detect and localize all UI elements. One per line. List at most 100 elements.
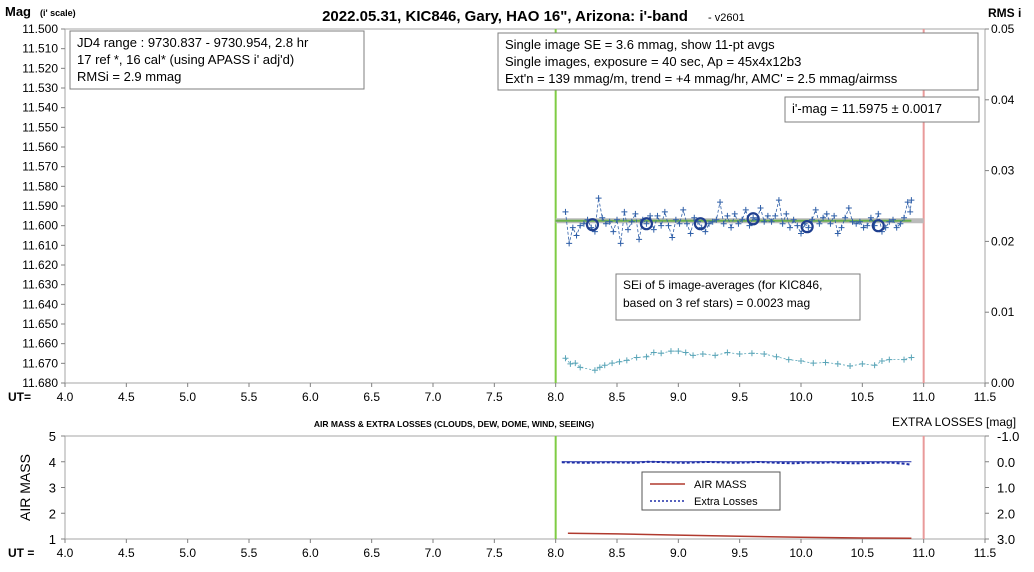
- rms-point: [623, 357, 630, 364]
- single-image-point: [842, 214, 849, 221]
- light-curve-panel: 11.500 11.510 11.520 11.530 11.540 11.550 11.5…: [5, 4, 1021, 404]
- rms-point: [616, 358, 623, 365]
- single-image-point: [742, 206, 749, 213]
- sei-box-frame: [615, 273, 861, 321]
- single-image-point: [628, 218, 635, 225]
- bottom-title: AIR MASS & EXTRA LOSSES (CLOUDS, DEW, DO…: [314, 419, 594, 429]
- bottom-y2-tick-label: 2.0: [997, 506, 1015, 521]
- rms-point: [724, 349, 731, 356]
- bottom-legend: AIR MASS Extra Losses: [641, 471, 781, 511]
- single-image-point: [621, 208, 628, 215]
- single-image-point: [886, 218, 893, 225]
- bottom-x-tick-label: 11.5: [974, 546, 997, 560]
- y-tick-label: 11.600: [22, 219, 58, 233]
- single-image-point: [702, 228, 709, 235]
- average-point: [746, 212, 760, 226]
- single-image-point: [768, 218, 775, 225]
- single-image-point: [820, 214, 827, 221]
- single-image-point: [728, 224, 735, 231]
- single-image-point: [864, 222, 871, 229]
- single-image-point: [750, 214, 757, 221]
- single-image-point: [761, 218, 768, 225]
- rms-point: [785, 356, 792, 363]
- x-tick-label: 8.0: [547, 390, 564, 404]
- y-tick-label: 11.620: [22, 258, 58, 272]
- rms-point: [699, 350, 706, 357]
- bottom-x-tick-label: 4.0: [57, 546, 74, 560]
- bottom-y-tick-label: 2: [49, 506, 56, 521]
- single-image-point: [875, 210, 882, 217]
- rms-point: [761, 350, 768, 357]
- single-image-point: [717, 199, 724, 206]
- x-tick-label: 8.5: [609, 390, 626, 404]
- info-box-left-frame: [69, 30, 365, 90]
- single-image-point: [907, 208, 914, 215]
- single-image-point: [901, 214, 908, 221]
- single-image-point: [827, 220, 834, 227]
- x-tick-label: 4.5: [118, 390, 135, 404]
- bottom-x-tick-label: 9.0: [670, 546, 687, 560]
- chart-title: 2022.05.31, KIC846, Gary, HAO 16", Arizo…: [322, 8, 688, 25]
- y-tick-label: 11.680: [22, 376, 58, 390]
- x-tick-label: 6.5: [363, 390, 380, 404]
- average-point: [585, 218, 600, 232]
- sei-box: SEi of 5 image-averages (for KIC846, base…: [615, 273, 861, 321]
- single-image-point: [831, 212, 838, 219]
- rms-point: [596, 364, 603, 371]
- y2-tick-label: 0.05: [991, 22, 1015, 36]
- bottom-y2-tick-label: 0.0: [997, 455, 1015, 470]
- y-tick-label: 11.500: [22, 22, 58, 36]
- single-image-point: [724, 212, 731, 219]
- sei-box-line: SEi of 5 image-averages (for KIC846,: [623, 278, 822, 292]
- x-tick-label: 4.0: [57, 390, 74, 404]
- y-tick-label: 11.530: [22, 81, 58, 95]
- single-image-point: [816, 220, 823, 227]
- single-image-point: [735, 220, 742, 227]
- single-image-point: [654, 212, 661, 219]
- single-image-point: [838, 224, 845, 231]
- rms-point: [908, 354, 915, 361]
- single-image-point: [669, 234, 676, 241]
- bottom-x-tick-label: 4.5: [118, 546, 135, 560]
- x-tick-label: 5.0: [179, 390, 196, 404]
- single-image-point: [602, 220, 609, 227]
- single-image-point: [720, 220, 727, 227]
- rms-point: [822, 359, 829, 366]
- x-tick-label: 10.0: [789, 390, 813, 404]
- single-image-point: [580, 220, 587, 227]
- single-image-point: [632, 210, 639, 217]
- mag-box: i'-mag = 11.5975 ± 0.0017: [784, 96, 980, 123]
- single-image-point: [610, 228, 617, 235]
- info-box-left-line: JD4 range : 9730.837 - 9730.954, 2.8 hr: [77, 35, 309, 50]
- bottom-x-axis-label: UT =: [8, 546, 34, 560]
- single-image-point: [860, 224, 867, 231]
- air-mass-line: [567, 532, 912, 539]
- bottom-y2-label: EXTRA LOSSES [mag]: [892, 415, 1016, 429]
- single-image-point: [904, 199, 911, 206]
- single-image-point: [709, 218, 716, 225]
- y-tick-label: 11.670: [22, 356, 58, 370]
- single-image-point: [577, 222, 584, 229]
- y-tick-label: 11.650: [22, 317, 58, 331]
- info-box-right-line: Single images, exposure = 40 sec, Ap = 4…: [505, 54, 801, 69]
- y2-tick-label: 0.01: [991, 305, 1015, 319]
- info-box-left-line: 17 ref *, 16 cal* (using APASS i' adj'd): [77, 52, 294, 67]
- bottom-x-tick-label: 5.5: [241, 546, 258, 560]
- single-image-point: [783, 210, 790, 217]
- single-image-point: [566, 240, 573, 247]
- y-tick-label: 11.540: [22, 101, 58, 115]
- single-image-point: [573, 232, 580, 239]
- average-point: [693, 217, 708, 231]
- y-tick-label: 11.520: [22, 61, 58, 75]
- single-image-point: [691, 214, 698, 221]
- single-image-point: [683, 220, 690, 227]
- info-box-right: Single image SE = 3.6 mmag, show 11-pt a…: [497, 32, 979, 91]
- single-image-point: [794, 222, 801, 229]
- rms-point: [834, 360, 841, 367]
- y-tick-label: 11.570: [22, 160, 58, 174]
- y-axis-label: Mag: [5, 4, 31, 19]
- single-image-point: [595, 195, 602, 202]
- single-image-point: [812, 206, 819, 213]
- single-image-point: [856, 218, 863, 225]
